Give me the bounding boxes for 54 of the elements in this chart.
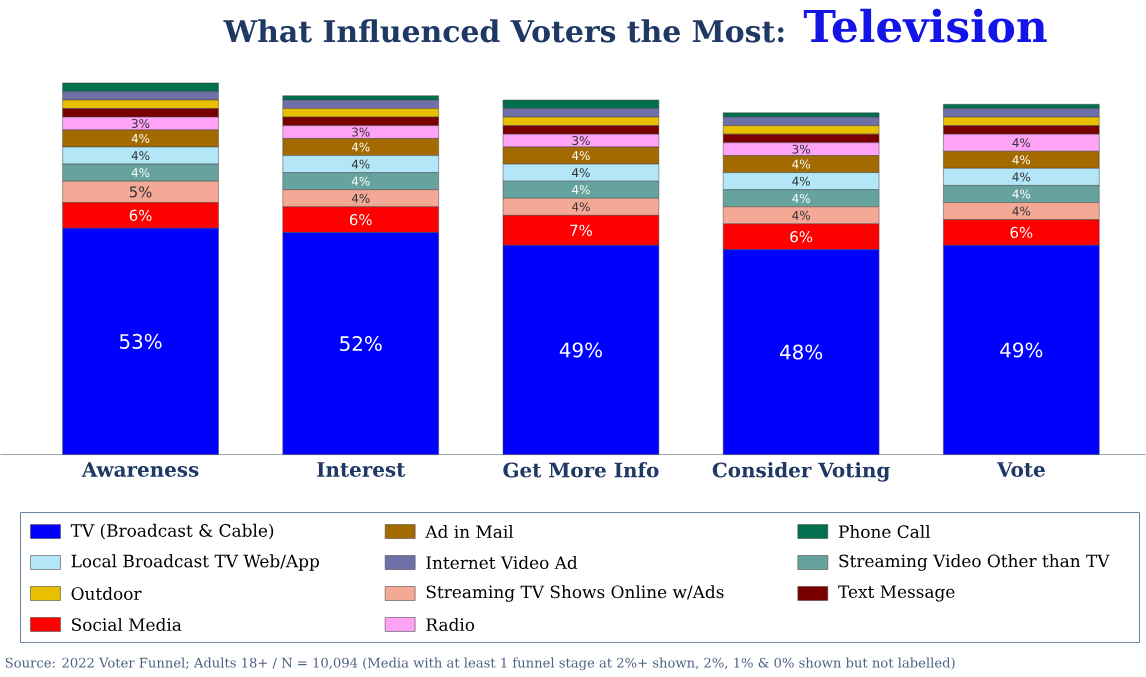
data-label: 4%	[572, 167, 590, 177]
data-label: 4%	[1012, 155, 1031, 165]
data-label: 6%	[349, 213, 372, 226]
data-label: 4%	[131, 133, 150, 143]
chart-subtitle: Television	[803, 8, 1047, 43]
data-label: 3%	[572, 135, 590, 145]
data-label: 6%	[129, 209, 152, 221]
data-label: 49%	[559, 342, 602, 358]
legend-label: Streaming TV Shows Online w/Ads	[426, 584, 724, 602]
legend-label: Text Message	[838, 585, 955, 602]
data-label: 4%	[792, 159, 810, 169]
data-label: 3%	[792, 144, 810, 154]
data-label: 4%	[131, 167, 150, 177]
data-label: 4%	[1012, 172, 1031, 182]
data-label: 49%	[1000, 342, 1043, 358]
data-label: 6%	[790, 230, 813, 243]
data-label: 52%	[340, 335, 382, 351]
data-label: 3%	[352, 127, 370, 137]
x-tick-label: Consider Voting	[712, 461, 890, 482]
legend-label: Radio	[426, 617, 475, 631]
data-label: 4%	[572, 150, 590, 160]
data-label: 48%	[779, 344, 823, 360]
source-note: Source: 2022 Voter Funnel; Adults 18+ / N = 10,094 (Media with at least 1 funnel stage at 2%+ shown, 2%, 1% & 0% shown but not labelled)	[5, 657, 955, 671]
x-tick-label: Awareness	[81, 461, 199, 477]
data-label: 4%	[351, 142, 370, 152]
data-label: 4%	[1012, 138, 1031, 148]
data-label: 4%	[792, 210, 810, 220]
data-label: 7%	[570, 224, 592, 236]
data-label: 4%	[572, 202, 590, 212]
data-label: 4%	[1012, 189, 1031, 199]
data-label: 5%	[129, 186, 152, 198]
data-label: 3%	[131, 118, 150, 128]
x-tick-label: Interest	[317, 461, 406, 477]
legend-label: Internet Video Ad	[426, 555, 578, 569]
data-label: 4%	[351, 193, 370, 203]
data-label: 4%	[792, 193, 810, 203]
data-label: 4%	[792, 176, 810, 186]
legend-label: Local Broadcast TV Web/App	[71, 554, 319, 571]
data-label: 4%	[351, 159, 370, 169]
data-label: 4%	[351, 176, 370, 186]
data-label: 6%	[1010, 226, 1033, 238]
data-label: 53%	[119, 333, 162, 349]
data-label: 4%	[572, 185, 590, 195]
x-tick-label: Vote	[996, 461, 1045, 477]
data-label: 4%	[131, 150, 150, 160]
x-tick-label: Get More Info	[503, 461, 659, 478]
chart-title: What Influenced Voters the Most:	[223, 19, 784, 43]
legend-label: Outdoor	[71, 586, 142, 600]
legend-label: Phone Call	[838, 524, 931, 538]
legend-label: Ad in Mail	[425, 524, 514, 538]
legend-label: TV (Broadcast & Cable)	[70, 523, 274, 540]
legend-label: Social Media	[72, 617, 182, 631]
data-label: 4%	[1012, 206, 1031, 216]
legend-label: Streaming Video Other than TV	[839, 554, 1110, 571]
